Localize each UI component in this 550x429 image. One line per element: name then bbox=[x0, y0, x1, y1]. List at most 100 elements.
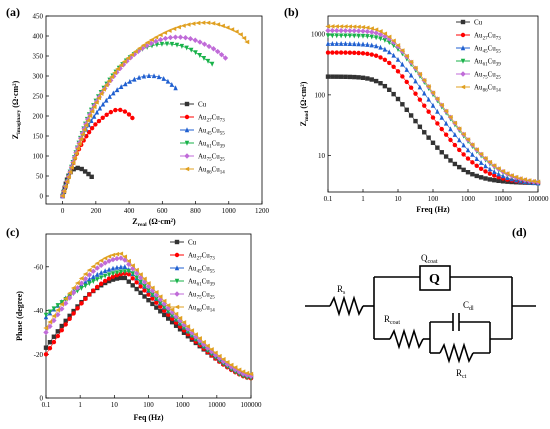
data-point bbox=[448, 137, 453, 143]
legend-label: Au27Cu73 bbox=[474, 32, 501, 42]
data-point bbox=[173, 323, 179, 328]
data-point bbox=[216, 353, 222, 359]
data-point bbox=[452, 142, 458, 148]
data-point bbox=[369, 26, 374, 31]
data-point bbox=[91, 104, 97, 110]
y-tick-label: 450 bbox=[33, 13, 44, 21]
series-Au86Cu14 bbox=[325, 24, 541, 184]
data-point bbox=[91, 274, 96, 280]
data-point bbox=[236, 367, 242, 372]
data-point bbox=[465, 147, 471, 153]
data-point bbox=[86, 272, 93, 278]
data-point bbox=[83, 296, 88, 301]
panel-c: 0.1 1 10 100 1000 10000 100000 0 -20 -40 -60 Feq (H… bbox=[15, 233, 262, 422]
data-point bbox=[110, 256, 116, 263]
data-point bbox=[85, 118, 91, 123]
data-point bbox=[122, 275, 128, 281]
data-point bbox=[78, 276, 84, 281]
data-point bbox=[347, 33, 353, 39]
data-point bbox=[176, 24, 181, 30]
data-point bbox=[126, 272, 131, 277]
data-point bbox=[43, 345, 49, 350]
data-point bbox=[180, 23, 186, 28]
data-point bbox=[483, 169, 488, 174]
data-point bbox=[347, 74, 353, 80]
data-point bbox=[500, 179, 506, 184]
data-point bbox=[111, 90, 116, 96]
data-point bbox=[148, 40, 154, 47]
data-point bbox=[137, 272, 143, 277]
data-point bbox=[487, 159, 493, 165]
data-point bbox=[330, 50, 335, 55]
data-point bbox=[399, 48, 405, 53]
data-point bbox=[360, 28, 366, 34]
data-point bbox=[157, 32, 163, 38]
data-point bbox=[157, 294, 163, 299]
panel-b: 0.1 1 10 100 1000 10000 100000 10 100 1000 Freq (H… bbox=[299, 15, 549, 214]
data-point bbox=[378, 55, 383, 60]
data-point bbox=[482, 156, 488, 161]
legend: Cu Au27Cu73 Au45Cu55 Au61Cu39 Au75Cu25 Au86Cu… bbox=[170, 239, 215, 314]
data-point bbox=[465, 137, 471, 142]
data-point bbox=[154, 296, 159, 302]
series-line bbox=[327, 43, 539, 184]
data-point bbox=[360, 75, 366, 80]
circuit-labels: Rs Qcoat Q Rcoat Cdl Rct bbox=[337, 253, 474, 380]
data-point bbox=[146, 292, 151, 297]
data-point bbox=[98, 258, 104, 263]
data-point bbox=[248, 373, 254, 379]
y-tick-label: -40 bbox=[34, 307, 44, 315]
data-point bbox=[177, 327, 183, 332]
x-tick-label: 10 bbox=[111, 401, 119, 409]
data-point bbox=[241, 35, 247, 41]
data-point bbox=[461, 152, 466, 157]
data-point bbox=[237, 32, 243, 37]
x-tick-label: 1 bbox=[78, 401, 82, 409]
data-point bbox=[91, 279, 96, 284]
data-point bbox=[330, 33, 335, 39]
data-point bbox=[421, 78, 427, 83]
data-point bbox=[395, 43, 401, 48]
data-point bbox=[136, 74, 142, 80]
legend-marker bbox=[460, 32, 466, 38]
data-point bbox=[106, 272, 112, 278]
data-point bbox=[91, 113, 97, 119]
legend-label: Cu bbox=[198, 101, 207, 109]
data-point bbox=[131, 51, 138, 58]
data-point bbox=[79, 166, 84, 172]
data-point bbox=[215, 22, 221, 27]
data-point bbox=[355, 24, 361, 30]
data-point bbox=[76, 141, 82, 147]
data-point bbox=[140, 43, 146, 48]
data-point bbox=[351, 28, 357, 34]
data-point bbox=[192, 37, 198, 43]
data-point bbox=[356, 50, 361, 56]
data-point bbox=[138, 279, 143, 285]
legend-marker bbox=[184, 127, 190, 133]
data-point bbox=[113, 107, 118, 113]
data-point bbox=[43, 312, 49, 318]
legend-label: Au45Cu55 bbox=[474, 45, 501, 55]
series-line bbox=[327, 35, 539, 184]
cpe-qcoat bbox=[419, 265, 451, 291]
data-point bbox=[530, 178, 536, 184]
data-point bbox=[215, 48, 221, 55]
data-point bbox=[144, 43, 150, 49]
data-point bbox=[145, 281, 151, 286]
legend-label: Au86Cu14 bbox=[188, 304, 215, 314]
data-point bbox=[478, 166, 484, 171]
data-point bbox=[87, 292, 92, 297]
data-point bbox=[121, 59, 127, 64]
data-point bbox=[67, 313, 72, 319]
data-point bbox=[452, 120, 458, 126]
series-Au86Cu14 bbox=[43, 251, 254, 377]
data-point bbox=[162, 308, 167, 313]
data-point bbox=[110, 271, 116, 277]
data-point bbox=[78, 136, 84, 142]
data-point bbox=[94, 109, 100, 115]
data-point bbox=[122, 254, 128, 259]
x-axis-label: Zreal (Ω·cm²) bbox=[132, 217, 176, 228]
data-point bbox=[193, 337, 199, 343]
data-point bbox=[71, 308, 76, 314]
data-point bbox=[373, 53, 379, 58]
